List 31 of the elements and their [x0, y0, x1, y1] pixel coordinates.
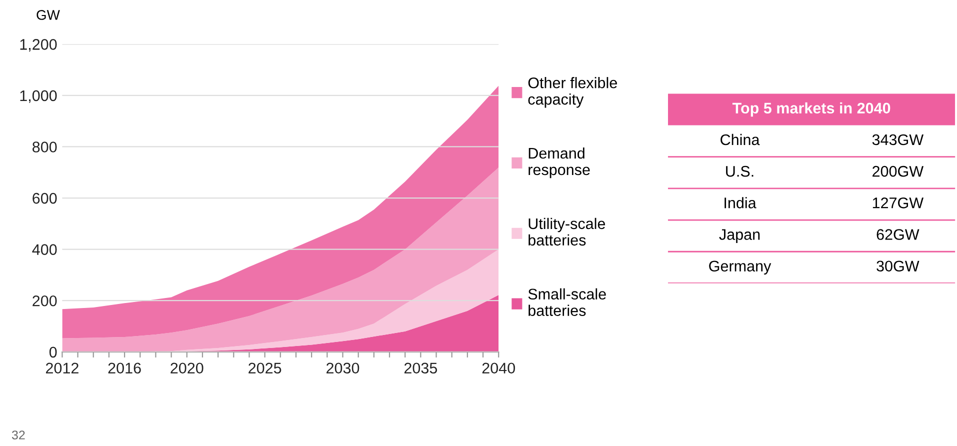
- category-label: India: [724, 197, 756, 208]
- text: 343GW: [872, 134, 924, 146]
- text: 62GW: [876, 229, 920, 240]
- category-label: Japan: [719, 229, 760, 243]
- legend-label: Demand response: [528, 147, 590, 178]
- legend-label: Other flexible capacity: [528, 77, 617, 108]
- y-tick-label: 1,000: [20, 90, 57, 103]
- y-tick-label: 200: [32, 295, 57, 306]
- x-tick-label: 2035: [404, 362, 438, 374]
- x-tick-label: 2020: [170, 362, 204, 374]
- category-label: China: [720, 134, 760, 146]
- text: 127GW: [872, 198, 924, 208]
- x-tick-label: 2016: [108, 362, 141, 374]
- legend-label: Small-scale batteries: [528, 288, 606, 316]
- y-axis-title: GW: [36, 10, 60, 20]
- y-tick-label: 800: [32, 142, 57, 152]
- y-tick-label: 400: [32, 244, 57, 255]
- y-tick-label: 600: [32, 192, 57, 204]
- legend-label: Utility-scale batteries: [528, 218, 606, 246]
- x-tick-label: 2040: [482, 362, 515, 374]
- category-label: U.S.: [726, 166, 754, 177]
- y-tick-label: 1,200: [20, 39, 57, 52]
- text: Top 5 markets in 2040: [732, 102, 890, 117]
- text: 30GW: [876, 260, 920, 272]
- x-tick-label: 2012: [46, 362, 78, 374]
- x-tick-label: 2025: [248, 362, 282, 374]
- text: 200GW: [872, 166, 924, 177]
- x-tick-label: 2030: [326, 362, 360, 374]
- text: 32: [12, 430, 25, 440]
- category-label: Germany: [709, 260, 772, 275]
- y-tick-label: 0: [49, 346, 57, 358]
